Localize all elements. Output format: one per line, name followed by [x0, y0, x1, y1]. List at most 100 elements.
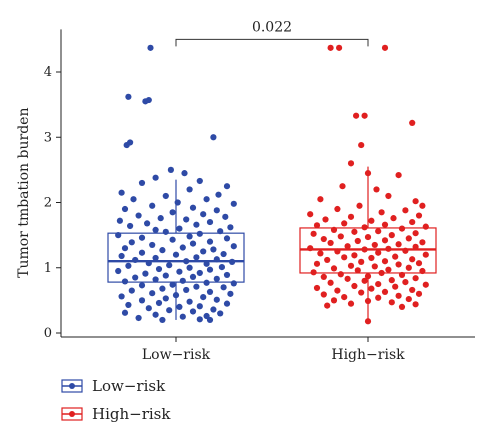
data-point	[385, 266, 392, 273]
data-point	[196, 303, 203, 310]
data-point	[347, 262, 355, 269]
data-point	[409, 218, 416, 226]
data-point	[186, 186, 193, 193]
data-point	[196, 230, 203, 237]
data-point	[227, 224, 234, 231]
data-point	[337, 233, 344, 240]
data-point	[361, 224, 368, 231]
data-point	[310, 230, 317, 237]
data-point	[206, 316, 214, 324]
data-point	[223, 235, 231, 242]
box-group	[107, 44, 245, 324]
data-point	[193, 254, 200, 261]
data-point	[422, 281, 429, 288]
y-tick-label: 4	[44, 65, 52, 80]
data-point	[138, 282, 146, 289]
data-point	[405, 264, 412, 271]
data-point	[324, 302, 331, 309]
box	[107, 232, 245, 283]
data-point	[364, 233, 372, 241]
data-point	[125, 262, 132, 269]
data-point	[378, 209, 385, 216]
data-point	[364, 170, 372, 177]
data-point	[412, 275, 419, 282]
data-point	[313, 260, 321, 267]
data-point	[206, 266, 214, 273]
data-point	[388, 232, 395, 239]
data-point	[368, 217, 375, 224]
data-point	[398, 271, 406, 279]
data-point	[138, 297, 146, 304]
data-point	[189, 204, 197, 211]
data-point	[330, 226, 338, 234]
chart: 0 1 2 3 4 Low−risk High−risk 0.022 Tumor tmba…	[16, 19, 475, 363]
data-point	[183, 258, 190, 265]
data-point	[351, 228, 358, 235]
data-point	[395, 261, 402, 268]
data-point	[128, 239, 135, 246]
data-point	[159, 285, 166, 292]
data-point	[203, 196, 210, 203]
data-point	[172, 251, 180, 258]
data-point	[166, 262, 173, 269]
data-point	[138, 249, 146, 256]
data-point	[327, 44, 334, 51]
data-point	[203, 260, 210, 267]
data-point	[313, 284, 321, 292]
box-group	[299, 44, 437, 325]
legend-key-high-risk	[60, 406, 84, 422]
data-point	[121, 278, 129, 285]
y-tick-label: 1	[44, 261, 52, 276]
data-point	[203, 279, 210, 286]
data-point	[354, 237, 361, 245]
data-point	[159, 316, 166, 324]
data-point	[193, 283, 200, 290]
y-tick-label: 2	[44, 196, 52, 211]
data-point	[390, 215, 397, 222]
data-point	[341, 254, 348, 261]
y-axis: 0 1 2 3 4	[44, 29, 62, 341]
data-point	[152, 226, 159, 234]
data-point	[162, 192, 169, 200]
data-point	[135, 212, 142, 219]
data-point	[176, 268, 183, 275]
data-point	[189, 273, 197, 280]
data-point	[409, 119, 416, 126]
data-point	[334, 205, 341, 213]
data-point	[200, 294, 207, 301]
data-point	[395, 171, 402, 179]
y-axis-title: Tumor tmbation burden	[16, 108, 32, 278]
data-point	[135, 314, 142, 322]
legend-key-point	[69, 411, 75, 417]
data-point	[159, 247, 166, 254]
data-point	[220, 284, 227, 291]
x-tick-label: High−risk	[331, 347, 405, 363]
data-point	[361, 246, 368, 253]
data-point	[230, 200, 237, 207]
data-point	[364, 297, 372, 305]
data-point	[307, 245, 314, 252]
data-point	[162, 295, 169, 302]
data-point	[210, 306, 217, 313]
data-point	[196, 316, 203, 323]
data-point	[320, 235, 327, 243]
data-point	[327, 239, 334, 247]
data-point	[200, 211, 207, 218]
data-point	[189, 240, 197, 247]
data-point	[317, 250, 324, 257]
data-point	[419, 239, 426, 246]
data-point	[341, 220, 348, 227]
data-point	[358, 258, 365, 265]
data-point	[223, 183, 231, 190]
data-point	[118, 189, 125, 196]
data-point	[322, 216, 329, 223]
data-point	[223, 271, 231, 279]
data-point	[347, 160, 355, 167]
data-point	[368, 254, 375, 262]
legend-item-high-risk: High−risk	[60, 400, 170, 428]
data-point	[162, 272, 169, 279]
y-tick-label: 0	[44, 326, 52, 341]
data-point	[186, 233, 193, 240]
data-point	[320, 273, 327, 280]
data-point	[373, 186, 380, 193]
